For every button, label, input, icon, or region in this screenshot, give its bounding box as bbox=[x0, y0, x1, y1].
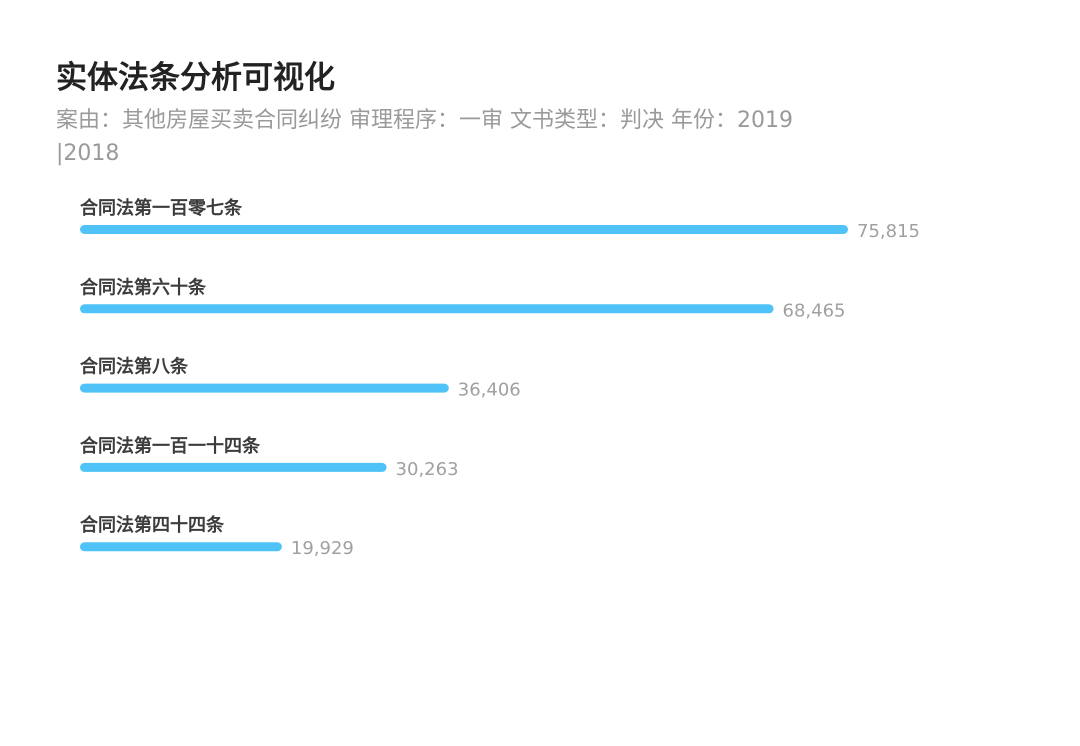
value-label: 75,815 bbox=[857, 221, 920, 242]
bar[interactable] bbox=[80, 304, 774, 314]
value-label: 36,406 bbox=[458, 380, 521, 401]
value-label: 30,263 bbox=[396, 459, 459, 480]
page-title: 实体法条分析可视化 bbox=[56, 60, 335, 96]
category-label: 合同法第八条 bbox=[80, 356, 189, 378]
filter-subtitle: 案由：其他房屋买卖合同纠纷 审理程序：一审 文书类型：判决 年份：2019 |2… bbox=[56, 108, 793, 166]
bar[interactable] bbox=[80, 383, 449, 393]
bar[interactable] bbox=[80, 462, 387, 472]
category-label: 合同法第一百零七条 bbox=[80, 197, 243, 219]
category-label: 合同法第四十四条 bbox=[80, 514, 225, 536]
value-label: 68,465 bbox=[783, 300, 846, 321]
category-label: 合同法第六十条 bbox=[80, 276, 207, 298]
value-label: 19,929 bbox=[291, 538, 354, 559]
bar[interactable] bbox=[80, 542, 282, 552]
category-label: 合同法第一百一十四条 bbox=[80, 435, 261, 457]
bar[interactable] bbox=[80, 225, 848, 234]
